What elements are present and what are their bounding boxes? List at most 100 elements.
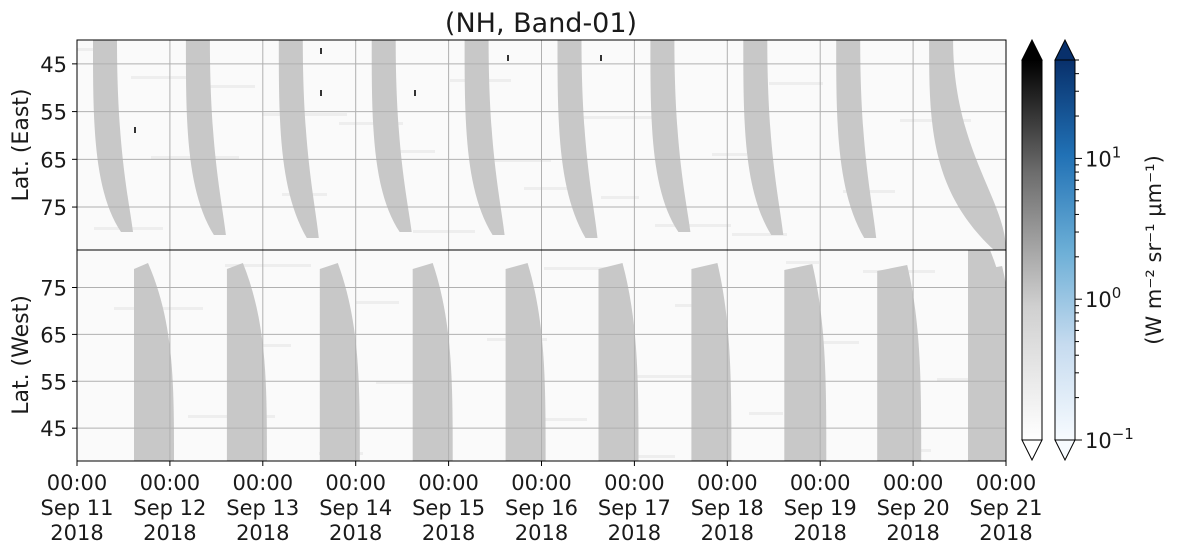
faint-streak	[638, 455, 675, 458]
daylight-band-west	[319, 263, 360, 461]
daylight-band-west	[877, 265, 922, 461]
daylight-band-east	[650, 40, 691, 232]
ytick-label: 75	[40, 196, 67, 220]
faint-streak	[413, 230, 475, 233]
faint-streak	[806, 341, 859, 344]
faint-streak	[507, 418, 587, 421]
xtick-time: 00:00	[418, 471, 479, 495]
faint-streak	[655, 224, 731, 227]
faint-streak	[208, 85, 255, 88]
faint-streak	[339, 122, 403, 125]
xtick-date: Sep 18	[691, 496, 764, 520]
colorbars: 101 100 10−1	[1021, 38, 1134, 462]
xtick-year: 2018	[608, 521, 661, 545]
xtick-time: 00:00	[976, 471, 1037, 495]
faint-streak	[524, 187, 583, 190]
xtick-year: 2018	[50, 521, 103, 545]
faint-streak	[581, 116, 659, 119]
faint-streak	[732, 233, 787, 236]
daylight-band-east	[557, 40, 598, 238]
xtick-date: Sep 19	[784, 496, 857, 520]
xtick-date: Sep 14	[319, 496, 392, 520]
xtick-year: 2018	[515, 521, 568, 545]
daylight-band-west	[784, 264, 827, 461]
colorbar-label: (W m⁻² sr⁻¹ μm⁻¹)	[1142, 155, 1166, 345]
daylight-band-west	[412, 263, 453, 461]
colorbar-extend-bottom	[1021, 439, 1043, 462]
faint-streak	[131, 76, 199, 79]
xtick-time: 00:00	[233, 471, 294, 495]
daylight-band-east	[929, 40, 1006, 250]
data-speck	[134, 127, 136, 133]
xtick-time: 00:00	[604, 471, 665, 495]
faint-streak	[544, 267, 623, 270]
data-speck	[320, 90, 322, 96]
chart-title: (NH, Band-01)	[445, 8, 637, 39]
data-speck	[414, 90, 416, 96]
xtick-date: Sep 15	[412, 496, 485, 520]
faint-streak	[356, 301, 399, 304]
faint-streak	[393, 150, 435, 153]
xtick-date: Sep 12	[133, 496, 206, 520]
faint-streak	[245, 344, 291, 347]
daylight-band-east	[371, 40, 412, 232]
xtick-time: 00:00	[47, 471, 108, 495]
daylight-band-west	[226, 263, 267, 461]
faint-streak	[470, 159, 551, 162]
colorbar-extend-bottom	[1054, 439, 1076, 462]
daylight-band-west	[598, 263, 639, 461]
xtick-date: Sep 16	[505, 496, 578, 520]
ylabel-west: Lat. (West)	[9, 295, 34, 415]
data-speck	[507, 55, 509, 61]
colorbar-tick-label: 100	[1085, 284, 1121, 312]
faint-streak	[786, 261, 819, 264]
data-speck	[600, 55, 602, 61]
xtick-time: 00:00	[140, 471, 201, 495]
ytick-label: 75	[40, 277, 67, 301]
daylight-band-west	[134, 263, 174, 461]
xtick-year: 2018	[329, 521, 382, 545]
xtick-date: Sep 11	[41, 496, 114, 520]
ytick-label: 65	[40, 148, 67, 172]
xtick-time: 00:00	[790, 471, 851, 495]
faint-streak	[77, 48, 107, 51]
axes: 45 55 65 75 75 65 55 45	[40, 39, 1007, 466]
colorbar-blue	[1054, 59, 1076, 441]
daylight-band-east	[185, 40, 226, 235]
daylight-band-west	[691, 263, 732, 461]
faint-streak	[601, 196, 639, 199]
faint-streak	[749, 412, 783, 415]
colorbar-gray	[1021, 59, 1043, 441]
xtick-year: 2018	[143, 521, 196, 545]
xtick-date: Sep 21	[970, 496, 1043, 520]
xtick-year: 2018	[236, 521, 289, 545]
xtick-time: 00:00	[325, 471, 386, 495]
faint-streak	[769, 82, 823, 85]
ytick-label: 55	[40, 370, 67, 394]
xtick-year: 2018	[886, 521, 939, 545]
ytick-label: 65	[40, 323, 67, 347]
panel-west	[77, 250, 1006, 461]
xtick-time: 00:00	[697, 471, 758, 495]
faint-streak	[225, 264, 311, 267]
xtick-year: 2018	[793, 521, 846, 545]
daylight-band-east	[278, 40, 319, 238]
ytick-label: 55	[40, 101, 67, 125]
daylight-band-east	[836, 40, 877, 238]
xtick-year: 2018	[422, 521, 475, 545]
faint-streak	[712, 153, 747, 156]
data-speck	[320, 48, 322, 54]
grid-lines	[77, 40, 1006, 461]
ytick-label: 45	[40, 417, 67, 441]
xtick-date: Sep 20	[877, 496, 950, 520]
xtick-year: 2018	[701, 521, 754, 545]
daylight-band-west	[968, 250, 1006, 461]
daylight-band-east	[464, 40, 505, 235]
ylabel-east: Lat. (East)	[9, 89, 34, 202]
daylight-band-east	[93, 40, 133, 232]
xtick-time: 00:00	[883, 471, 944, 495]
colorbar-tick-label: 10−1	[1085, 425, 1134, 453]
xtick-date: Sep 17	[598, 496, 671, 520]
